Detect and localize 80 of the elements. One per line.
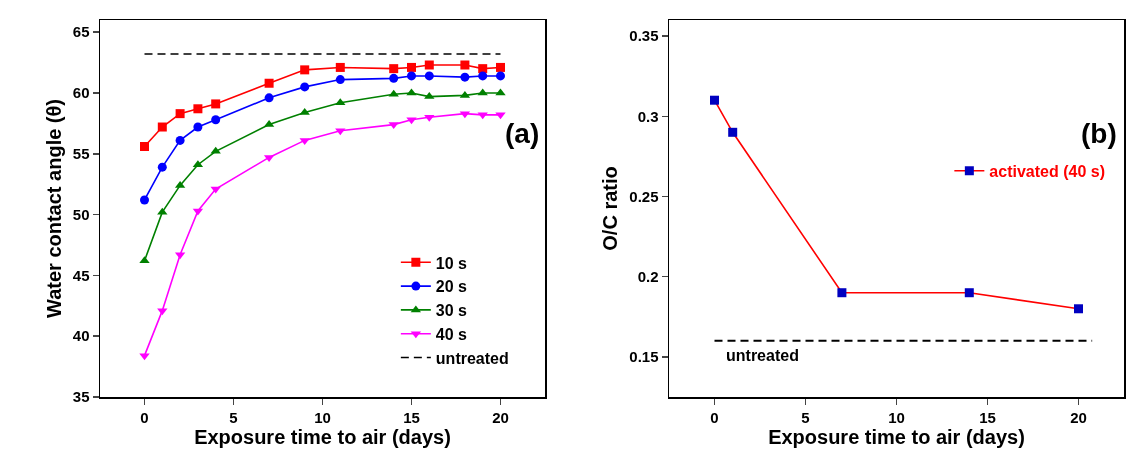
point bbox=[140, 141, 149, 151]
y-tick-label: 0.3 bbox=[637, 107, 659, 125]
x-axis-title: Exposure time to air (days) bbox=[194, 425, 451, 448]
y-tick-label: 0.25 bbox=[629, 187, 659, 205]
x-tick-label: 20 bbox=[492, 408, 509, 426]
point bbox=[210, 186, 221, 194]
point bbox=[335, 62, 345, 72]
point bbox=[389, 64, 399, 74]
point bbox=[264, 93, 274, 103]
legend-label: 30 s bbox=[435, 302, 468, 320]
point bbox=[406, 88, 417, 96]
point bbox=[478, 64, 488, 74]
point bbox=[335, 128, 346, 136]
point bbox=[157, 122, 167, 132]
y-tick-label: 0.15 bbox=[629, 348, 659, 366]
legend-label: untreated bbox=[435, 349, 509, 367]
point bbox=[139, 256, 150, 264]
point bbox=[389, 73, 399, 83]
point bbox=[406, 117, 417, 125]
point bbox=[335, 75, 345, 85]
point bbox=[477, 88, 488, 96]
y-tick-label: 55 bbox=[72, 145, 90, 163]
x-tick-label: 20 bbox=[1070, 408, 1087, 426]
y-tick-label: 50 bbox=[72, 205, 90, 223]
point bbox=[964, 288, 974, 298]
legend-label: activated (40 s) bbox=[989, 162, 1105, 180]
x-tick-label: 15 bbox=[979, 408, 996, 426]
point bbox=[496, 62, 505, 72]
point bbox=[140, 195, 149, 205]
point bbox=[728, 127, 738, 137]
point bbox=[175, 135, 185, 145]
point bbox=[264, 78, 274, 88]
x-tick-label: 5 bbox=[229, 408, 238, 426]
y-tick-label: 0.2 bbox=[637, 267, 659, 285]
point bbox=[424, 71, 434, 81]
x-tick-label: 10 bbox=[888, 408, 905, 426]
point bbox=[139, 353, 150, 361]
point bbox=[460, 60, 470, 70]
point bbox=[175, 109, 185, 119]
point bbox=[211, 99, 221, 109]
x-tick-label: 0 bbox=[140, 408, 149, 426]
point bbox=[495, 88, 506, 96]
point bbox=[157, 162, 167, 172]
point bbox=[478, 71, 488, 81]
point bbox=[710, 95, 719, 105]
y-axis-title: Water contact angle (θ) bbox=[42, 99, 65, 318]
y-tick-label: 40 bbox=[72, 327, 90, 345]
point bbox=[496, 71, 505, 81]
annotation: (b) bbox=[1081, 118, 1117, 149]
y-tick-label: 60 bbox=[72, 84, 90, 102]
point bbox=[424, 60, 434, 70]
x-tick-label: 15 bbox=[403, 408, 420, 426]
point bbox=[211, 115, 221, 125]
x-tick-label: 10 bbox=[314, 408, 331, 426]
y-axis-title: O/C ratio bbox=[599, 166, 622, 251]
y-tick-label: 65 bbox=[72, 23, 90, 41]
ref-line-label: untreated bbox=[726, 347, 799, 364]
x-tick-label: 5 bbox=[801, 408, 810, 426]
point bbox=[407, 71, 416, 81]
legend-label: 20 s bbox=[435, 278, 468, 296]
point bbox=[460, 72, 470, 82]
legend-label: 40 s bbox=[435, 325, 468, 343]
point bbox=[300, 65, 310, 75]
y-tick-label: 45 bbox=[72, 266, 90, 284]
y-tick-label: 0.35 bbox=[629, 27, 659, 45]
point bbox=[407, 62, 416, 72]
point bbox=[210, 146, 221, 154]
y-tick-label: 35 bbox=[72, 388, 90, 406]
point bbox=[193, 122, 203, 132]
point bbox=[157, 308, 168, 316]
x-axis-title: Exposure time to air (days) bbox=[768, 425, 1025, 448]
point bbox=[299, 107, 310, 115]
point bbox=[193, 104, 203, 114]
point bbox=[300, 82, 310, 92]
legend-label: 10 s bbox=[435, 254, 468, 272]
annotation: (a) bbox=[505, 118, 540, 149]
point bbox=[388, 122, 399, 130]
x-tick-label: 0 bbox=[710, 408, 719, 426]
point bbox=[1074, 304, 1083, 314]
point bbox=[837, 288, 847, 298]
